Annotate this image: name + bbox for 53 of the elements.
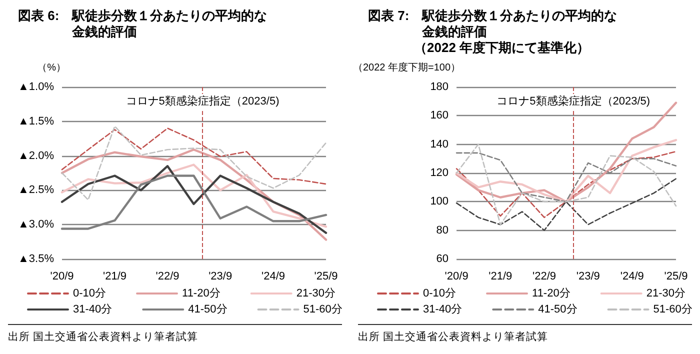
chart-subtitle: （2022 年度下期にて基準化） xyxy=(413,40,591,56)
x-tick-label: '21/9 xyxy=(103,270,127,282)
y-tick-label: ▲2.5% xyxy=(18,184,54,196)
line-series xyxy=(456,152,677,202)
x-tick-label: '22/9 xyxy=(156,270,180,282)
x-tick-label: '21/9 xyxy=(488,270,512,282)
y-tick-label: 60 xyxy=(436,253,449,265)
legend-label: 21-30分 xyxy=(296,288,336,300)
line-series xyxy=(456,144,677,226)
x-tick-label: '22/9 xyxy=(532,270,556,282)
legend-label: 21-30分 xyxy=(646,288,686,300)
legend-label: 31-40分 xyxy=(423,304,462,316)
line-series xyxy=(455,138,678,203)
ref-line-label: コロナ5類感染症指定（2023/5) xyxy=(496,94,650,108)
x-tick-label: '24/9 xyxy=(261,270,285,282)
legend-label: 31-40分 xyxy=(73,304,112,316)
y-tick-label: ▲3.5% xyxy=(18,253,54,265)
y-tick-label: 100 xyxy=(430,196,449,208)
x-tick-label: '23/9 xyxy=(208,270,232,282)
chart-title: 図表 7: 駅徒歩分数１分あたりの平均的な金銭的評価 xyxy=(368,8,618,40)
y-axis-title: （2022 年度下期=100） xyxy=(352,62,461,74)
x-tick-label: '25/9 xyxy=(664,270,688,282)
x-tick-label: '20/9 xyxy=(444,270,468,282)
text: 出所 国土交通省公表資料より筆者試算 xyxy=(8,330,199,344)
y-tick-label: ▲2.0% xyxy=(18,150,54,162)
line-series xyxy=(61,126,327,200)
legend-label: 11-20分 xyxy=(532,288,570,300)
line-series xyxy=(60,148,328,241)
y-tick-label: ▲1.5% xyxy=(18,115,54,128)
y-tick-label: 180 xyxy=(430,81,449,93)
legend-label: 0-10分 xyxy=(73,288,106,300)
legend-label: 11-20分 xyxy=(182,288,220,300)
y-axis-title: （%） xyxy=(37,62,66,74)
y-tick-label: 140 xyxy=(430,138,449,150)
y-tick-label: 120 xyxy=(430,167,449,179)
x-tick-label: '25/9 xyxy=(314,270,338,282)
y-tick-label: ▲1.0% xyxy=(18,81,54,93)
y-tick-label: 160 xyxy=(430,110,449,122)
legend-label: 0-10分 xyxy=(423,288,456,300)
legend-label: 41-50分 xyxy=(188,304,228,316)
x-tick-label: '23/9 xyxy=(576,270,600,282)
line-series xyxy=(456,178,677,231)
legend-label: 41-50分 xyxy=(538,304,578,316)
line-series xyxy=(60,174,328,230)
legend-label: 51-60分 xyxy=(653,304,692,316)
text: 出所 国土交通省公表資料より筆者試算 xyxy=(358,330,549,344)
y-tick-label: ▲3.0% xyxy=(18,218,54,231)
y-tick-label: 80 xyxy=(436,224,449,236)
ref-line-label: コロナ5類感染症指定（2023/5) xyxy=(126,94,280,108)
legend-label: 51-60分 xyxy=(303,304,342,316)
chart-title: 図表 6: 駅徒歩分数１分あたりの平均的な金銭的評価 xyxy=(18,8,268,40)
x-tick-label: '20/9 xyxy=(50,270,74,282)
x-tick-label: '24/9 xyxy=(620,270,644,282)
